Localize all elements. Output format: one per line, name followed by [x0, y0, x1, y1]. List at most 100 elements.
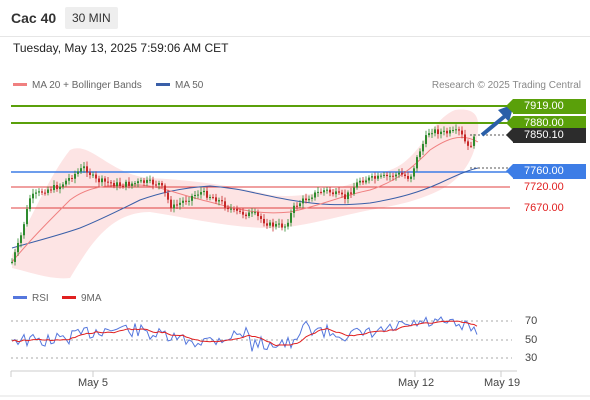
candle-body — [248, 212, 250, 217]
legend-ma20-label: MA 20 + Bollinger Bands — [32, 80, 142, 91]
rsi-swatch-icon — [13, 295, 27, 299]
candle-body — [74, 173, 76, 179]
candle-body — [269, 222, 271, 226]
candle-body — [356, 182, 358, 188]
candle-body — [332, 192, 334, 195]
ma50-line — [11, 167, 479, 249]
candle-body — [320, 191, 322, 193]
candle-body — [401, 172, 403, 175]
candle-body — [266, 223, 268, 226]
candle-body — [161, 183, 163, 186]
candle-body — [374, 176, 376, 179]
candle-body — [230, 208, 232, 210]
candle-body — [104, 178, 106, 182]
candle-body — [185, 200, 187, 202]
x-label-may5: May 5 — [78, 377, 108, 389]
candle-body — [209, 197, 211, 199]
candles — [11, 124, 475, 266]
legend-rsi-label: RSI — [32, 293, 49, 304]
candle-body — [83, 166, 85, 169]
candle-body — [347, 192, 349, 200]
candle-body — [467, 141, 469, 146]
candle-body — [218, 200, 220, 202]
candle-body — [14, 252, 16, 262]
x-label-may12: May 12 — [398, 377, 435, 389]
candle-body — [233, 208, 235, 210]
candle-body — [188, 200, 190, 202]
candle-body — [71, 177, 73, 179]
candle-body — [137, 181, 139, 184]
candle-body — [419, 151, 421, 158]
candle-body — [212, 197, 214, 199]
candle-body — [101, 178, 103, 183]
candle-body — [173, 204, 175, 209]
candle-body — [221, 200, 223, 202]
candle-body — [311, 197, 313, 199]
ma20-swatch-icon — [13, 82, 27, 86]
candle-body — [176, 204, 178, 206]
candle-body — [86, 166, 88, 173]
candle-body — [65, 180, 67, 185]
candle-body — [92, 174, 94, 176]
ma20-line — [11, 137, 479, 263]
candle-body — [182, 200, 184, 203]
candle-body — [407, 175, 409, 179]
level-label-7760: 7760.00 — [506, 164, 586, 179]
candle-body — [293, 205, 295, 214]
candle-body — [260, 216, 262, 219]
candle-body — [410, 176, 412, 179]
candle-body — [179, 202, 181, 205]
candle-body — [29, 198, 31, 210]
candle-body — [134, 183, 136, 185]
timeframe-badge[interactable]: 30 MIN — [65, 7, 118, 29]
candle-body — [47, 189, 49, 193]
candle-body — [299, 203, 301, 207]
candle-body — [41, 191, 43, 193]
candle-body — [215, 197, 217, 202]
candle-body — [380, 175, 382, 177]
candle-body — [278, 223, 280, 225]
ma9-swatch-icon — [62, 295, 76, 299]
candle-body — [305, 198, 307, 201]
candle-body — [338, 191, 340, 193]
candle-body — [392, 175, 394, 177]
candle-body — [275, 224, 277, 227]
candle-body — [206, 190, 208, 198]
legend-ma50-label: MA 50 — [175, 80, 204, 91]
candle-body — [200, 192, 202, 195]
candle-body — [284, 226, 286, 228]
candle-body — [125, 181, 127, 187]
bollinger-band — [12, 109, 479, 279]
ma50-swatch-icon — [156, 82, 170, 86]
candle-body — [203, 190, 205, 193]
candle-body — [68, 177, 70, 181]
rsi-level-70: 70 — [525, 315, 538, 327]
candle-body — [362, 180, 364, 183]
candle-body — [425, 135, 427, 144]
level-label-7919: 7919.00 — [506, 99, 586, 114]
candle-body — [59, 186, 61, 190]
candle-body — [53, 185, 55, 191]
candle-body — [290, 213, 292, 223]
candle-body — [32, 193, 34, 199]
candle-body — [386, 174, 388, 177]
candle-body — [404, 174, 406, 176]
candle-body — [287, 222, 289, 227]
instrument-title: Cac 40 — [11, 10, 57, 26]
level-label-7880: 7880.00 — [506, 116, 586, 131]
candle-body — [98, 178, 100, 183]
candle-body — [272, 222, 274, 227]
candle-body — [344, 194, 346, 200]
candle-body — [302, 198, 304, 204]
legend-9ma-label: 9MA — [81, 293, 102, 304]
candle-body — [422, 143, 424, 152]
candle-body — [329, 189, 331, 193]
x-label-may19: May 19 — [484, 377, 521, 389]
candle-body — [437, 129, 439, 135]
candle-body — [224, 201, 226, 208]
candle-body — [350, 192, 352, 194]
candle-body — [395, 174, 397, 177]
candle-body — [89, 172, 91, 175]
candle-body — [434, 129, 436, 134]
